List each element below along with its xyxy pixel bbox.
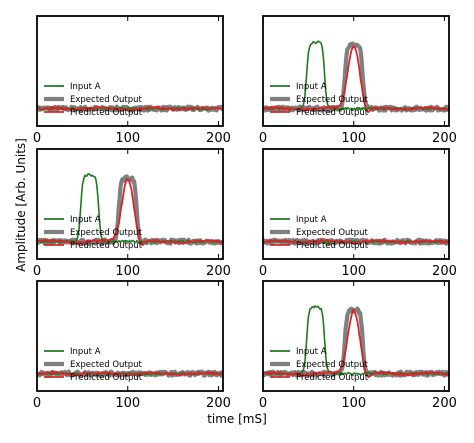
legend-label: Input A	[296, 82, 327, 92]
legend-label: Predicted Output	[296, 373, 369, 383]
panel-middle-right: 0 100 200 Input A Expected Output Predicted O…	[259, 148, 457, 279]
x-tick-label: 200	[206, 396, 231, 411]
axes-frame	[262, 148, 450, 260]
panel-bottom-right: 0 100 200 Input A Expected Output Predicted O…	[259, 280, 457, 411]
x-tick-label: 200	[432, 264, 457, 279]
x-tick-label: 200	[432, 131, 457, 146]
axes-frame	[36, 280, 224, 392]
legend-label: Input A	[70, 215, 101, 225]
legend-label: Expected Output	[296, 228, 369, 238]
legend-label: Predicted Output	[70, 241, 143, 251]
x-tick-label: 100	[115, 131, 140, 146]
legend-label: Predicted Output	[296, 108, 369, 118]
legend-label: Predicted Output	[70, 108, 143, 118]
series-predicted-output	[263, 309, 449, 378]
panel-top-left: 0 100 200 Input A Expected Output Predicted O…	[33, 15, 231, 146]
x-axis-title: time [mS]	[207, 412, 267, 426]
x-tick-label: 0	[33, 264, 41, 279]
x-tick-label: 0	[33, 131, 41, 146]
legend-label: Predicted Output	[296, 241, 369, 251]
axes-frame	[36, 15, 224, 127]
series-predicted-output	[37, 178, 223, 246]
x-tick-label: 100	[115, 264, 140, 279]
legend-label: Input A	[296, 347, 327, 357]
panels: 0 100 200 Input A Expected Output Predicted O…	[33, 15, 457, 411]
legend-label: Expected Output	[296, 360, 369, 370]
series-predicted-output	[263, 45, 449, 114]
series-predicted-output	[263, 238, 449, 245]
x-tick-label: 100	[341, 264, 366, 279]
x-tick-label: 200	[432, 396, 457, 411]
legend-label: Input A	[70, 347, 101, 357]
legend-label: Expected Output	[296, 95, 369, 105]
x-tick-label: 200	[206, 131, 231, 146]
legend-label: Input A	[296, 215, 327, 225]
panel-top-right: 0 100 200 Input A Expected Output Predicted O…	[259, 15, 457, 146]
x-tick-label: 200	[206, 264, 231, 279]
legend-label: Expected Output	[70, 360, 143, 370]
panel-middle-left: 0 100 200 Input A Expected Output Predicted O…	[33, 148, 231, 279]
x-tick-label: 100	[341, 131, 366, 146]
axes-frame	[36, 148, 224, 260]
x-tick-label: 0	[259, 264, 267, 279]
legend-label: Input A	[70, 82, 101, 92]
panel-bottom-left: 0 100 200 Input A Expected Output Predicted O…	[33, 280, 231, 411]
y-axis-title: Amplitude [Arb. Units]	[14, 138, 28, 272]
legend-label: Expected Output	[70, 95, 143, 105]
x-tick-label: 0	[33, 396, 41, 411]
series-predicted-output	[37, 370, 223, 377]
legend-label: Predicted Output	[70, 373, 143, 383]
x-tick-label: 100	[341, 396, 366, 411]
x-tick-label: 0	[259, 396, 267, 411]
series-predicted-output	[37, 105, 223, 112]
legend-label: Expected Output	[70, 228, 143, 238]
axes-frame	[262, 280, 450, 392]
x-tick-label: 0	[259, 131, 267, 146]
x-tick-label: 100	[115, 396, 140, 411]
axes-frame	[262, 15, 450, 127]
